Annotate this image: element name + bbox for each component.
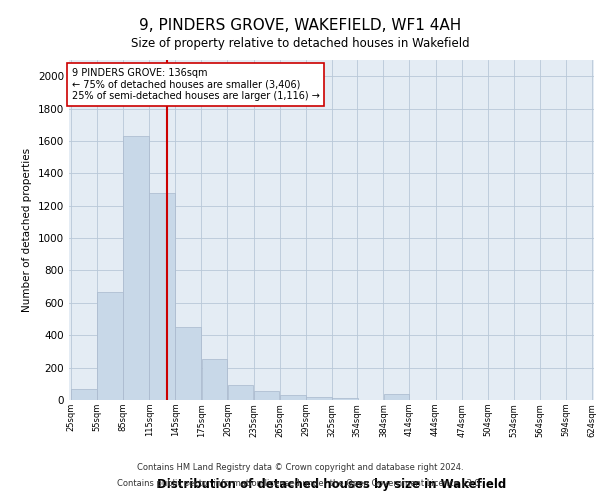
Bar	[280, 395, 305, 400]
X-axis label: Distribution of detached houses by size in Wakefield: Distribution of detached houses by size …	[157, 478, 506, 492]
Bar	[254, 391, 280, 400]
Bar	[202, 358, 227, 400]
Bar	[97, 292, 123, 400]
Text: 9, PINDERS GROVE, WAKEFIELD, WF1 4AH: 9, PINDERS GROVE, WAKEFIELD, WF1 4AH	[139, 18, 461, 32]
Bar	[332, 398, 358, 400]
Text: Size of property relative to detached houses in Wakefield: Size of property relative to detached ho…	[131, 38, 469, 51]
Bar	[71, 390, 97, 400]
Text: Contains public sector information licensed under the Open Government Licence v3: Contains public sector information licen…	[118, 478, 482, 488]
Bar	[227, 386, 253, 400]
Text: Contains HM Land Registry data © Crown copyright and database right 2024.: Contains HM Land Registry data © Crown c…	[137, 464, 463, 472]
Bar	[175, 327, 201, 400]
Y-axis label: Number of detached properties: Number of detached properties	[22, 148, 32, 312]
Bar	[383, 394, 409, 400]
Bar	[306, 397, 332, 400]
Text: 9 PINDERS GROVE: 136sqm
← 75% of detached houses are smaller (3,406)
25% of semi: 9 PINDERS GROVE: 136sqm ← 75% of detache…	[71, 68, 319, 102]
Bar	[149, 193, 175, 400]
Bar	[123, 136, 149, 400]
